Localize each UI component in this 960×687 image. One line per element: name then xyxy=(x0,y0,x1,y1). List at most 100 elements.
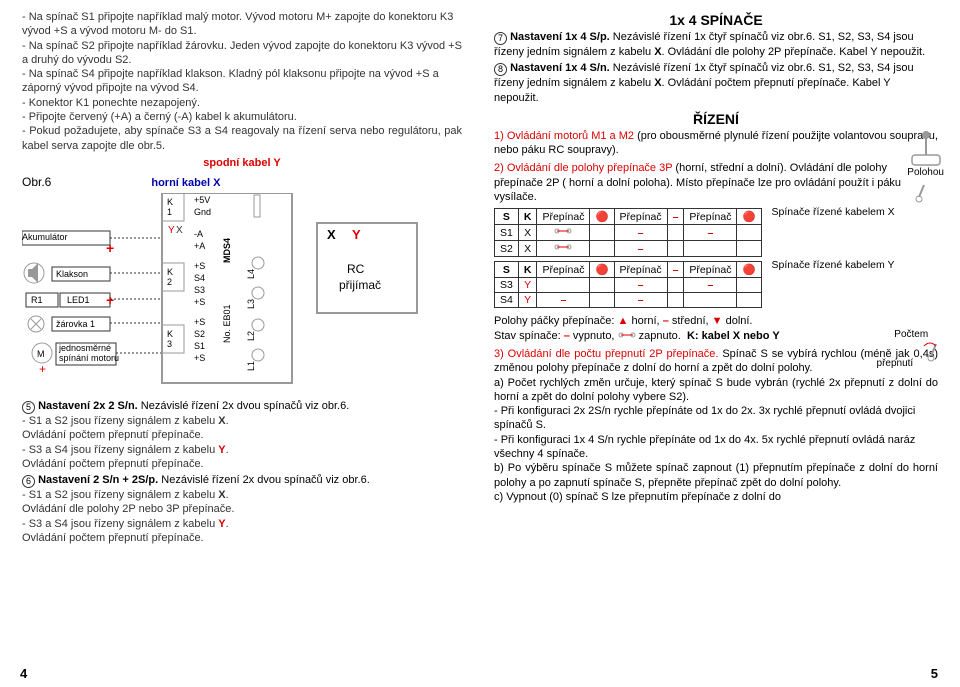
r3g: c) Vypnout (0) spínač S lze přepnutím př… xyxy=(494,490,938,504)
r3f: b) Po výběru spínače S můžete spínač zap… xyxy=(494,461,938,490)
svg-text:Y: Y xyxy=(352,227,361,242)
svg-text:3: 3 xyxy=(167,339,172,349)
svg-text:M: M xyxy=(37,349,45,359)
table-x: SK Přepínač🔴Přepínač–Přepínač🔴 S1X –– S2… xyxy=(494,208,762,257)
heading-1x4: 1x 4 SPÍNAČE xyxy=(494,12,938,28)
horni-label: horní kabel X xyxy=(151,177,220,189)
svg-text:S4: S4 xyxy=(194,273,205,283)
r1a: 1) Ovládání motorů M1 a M2 xyxy=(494,130,637,142)
svg-text:přijímač: přijímač xyxy=(339,278,381,292)
svg-text:K: K xyxy=(167,197,173,207)
s5b: Nezávislé řízení 2x dvou spínačů viz obr… xyxy=(138,400,350,412)
wiring-diagram: Akumulátor + Klakson R1 LED1 + žárovka 1… xyxy=(22,193,462,393)
svg-text:-A: -A xyxy=(194,229,203,239)
polohy: Polohy páčky přepínače: xyxy=(494,315,614,327)
intro-5: - Pokud požadujete, aby spínače S3 a S4 … xyxy=(22,124,462,153)
y2: Y xyxy=(218,518,225,530)
svg-text:Y: Y xyxy=(168,225,175,236)
page-num-left: 4 xyxy=(20,666,27,681)
num-6-icon: 6 xyxy=(22,475,35,488)
spodni-label: spodní kabel Y xyxy=(203,157,280,169)
s6b: Nezávislé řízení 2x dvou spínačů viz obr… xyxy=(158,474,370,486)
obr6-label: Obr.6 xyxy=(22,175,51,189)
table-y: SK Přepínač🔴Přepínač–Přepínač🔴 S3Y –– S4… xyxy=(494,261,762,308)
horni-l: horní, xyxy=(631,315,659,327)
heading-rizeni: ŘÍZENÍ xyxy=(494,111,938,127)
svg-text:2: 2 xyxy=(167,277,172,287)
svg-text:MDS4: MDS4 xyxy=(222,238,232,263)
poctem-label: Počtempřepnutí xyxy=(877,329,946,369)
r3e: - Při konfiguraci 1x 4 S/n rychle přepín… xyxy=(494,433,938,462)
zap: zapnuto. xyxy=(639,330,681,342)
svg-text:L2: L2 xyxy=(246,331,256,341)
r7a: Nastavení 1x 4 S/p. xyxy=(510,31,610,43)
svg-text:+A: +A xyxy=(194,241,205,251)
svg-text:S3: S3 xyxy=(194,285,205,295)
svg-text:RC: RC xyxy=(347,262,365,276)
r8a: Nastavení 1x 4 S/n. xyxy=(510,62,610,74)
svg-text:LED1: LED1 xyxy=(67,295,90,305)
svg-text:S2: S2 xyxy=(194,329,205,339)
r2a: 2) Ovládání dle polohy přepínače 3P xyxy=(494,162,675,174)
svg-text:K: K xyxy=(167,329,173,339)
r3c: a) Počet rychlých změn určuje, který spí… xyxy=(494,376,938,405)
svg-text:+S: +S xyxy=(194,317,205,327)
intro-0: - Na spínač S1 připojte například malý m… xyxy=(22,10,462,39)
s6-ovl1: Ovládání dle polohy 2P nebo 3P přepínače… xyxy=(22,502,462,516)
x1: X xyxy=(218,415,225,427)
svg-text:spínání motoru: spínání motoru xyxy=(59,353,119,363)
num-7-icon: 7 xyxy=(494,32,507,45)
svg-text:1: 1 xyxy=(167,207,172,217)
switch-icon-1 xyxy=(904,179,934,209)
svg-text:+5V: +5V xyxy=(194,195,210,205)
svg-text:Gnd: Gnd xyxy=(194,207,211,217)
s6-3: - S3 a S4 jsou řízeny signálem z kabelu xyxy=(22,518,218,530)
r7x: X xyxy=(654,46,661,58)
svg-text:+: + xyxy=(106,292,114,308)
polohou-label: Polohou xyxy=(907,167,944,178)
intro-2: - Na spínač S4 připojte například klakso… xyxy=(22,67,462,96)
svg-text:Klakson: Klakson xyxy=(56,269,88,279)
kxy: K: kabel X nebo Y xyxy=(687,330,780,342)
svg-text:X: X xyxy=(176,225,183,236)
s5-1: - S1 a S2 jsou řízeny signálem z kabelu xyxy=(22,415,218,427)
intro-3: - Konektor K1 ponechte nezapojený. xyxy=(22,96,462,110)
s5a: Nastavení 2x 2 S/n. xyxy=(38,400,138,412)
num-8-icon: 8 xyxy=(494,63,507,76)
stredni-l: střední, xyxy=(672,315,709,327)
svg-text:+: + xyxy=(39,362,46,376)
svg-text:Akumulátor: Akumulátor xyxy=(22,232,68,242)
svg-text:L4: L4 xyxy=(246,269,256,279)
cap-x: Spínače řízené kabelem X xyxy=(768,206,895,218)
y1: Y xyxy=(218,444,225,456)
r3a: 3) Ovládání dle počtu přepnutí 2P přepín… xyxy=(494,348,718,360)
dolni-l: dolní. xyxy=(726,315,753,327)
num-5-icon: 5 xyxy=(22,401,35,414)
svg-text:+S: +S xyxy=(194,297,205,307)
cap-y: Spínače řízené kabelem Y xyxy=(768,259,895,271)
s6-ovl2: Ovládání počtem přepnutí přepínače. xyxy=(22,531,462,545)
intro-4: - Připojte červený (+A) a černý (-A) kab… xyxy=(22,110,462,124)
svg-text:X: X xyxy=(327,227,336,242)
r8x: X xyxy=(654,77,661,89)
s5-ovl1: Ovládání počtem přepnutí přepínače. xyxy=(22,428,462,442)
svg-text:S1: S1 xyxy=(194,341,205,351)
svg-text:+S: +S xyxy=(194,353,205,363)
s6a: Nastavení 2 S/n + 2S/p. xyxy=(38,474,158,486)
stav: Stav spínače: xyxy=(494,330,561,342)
svg-text:No. EB01: No. EB01 xyxy=(222,304,232,343)
page-num-right: 5 xyxy=(931,666,938,681)
intro-1: - Na spínač S2 připojte například žárovk… xyxy=(22,39,462,68)
r7c: Ovládání dle polohy 2P přepínače. Kabel … xyxy=(665,46,926,58)
svg-text:K: K xyxy=(167,267,173,277)
svg-text:L1: L1 xyxy=(246,361,256,371)
svg-text:+S: +S xyxy=(194,261,205,271)
svg-text:+: + xyxy=(106,240,114,256)
svg-text:jednosměrné: jednosměrné xyxy=(58,343,111,353)
vyp: vypnuto, xyxy=(573,330,615,342)
s6-1: - S1 a S2 jsou řízeny signálem z kabelu xyxy=(22,489,218,501)
s5-ovl2: Ovládání počtem přepnutí přepínače. xyxy=(22,457,462,471)
svg-text:L3: L3 xyxy=(246,299,256,309)
svg-text:R1: R1 xyxy=(31,295,43,305)
s5-3: - S3 a S4 jsou řízeny signálem z kabelu xyxy=(22,444,218,456)
